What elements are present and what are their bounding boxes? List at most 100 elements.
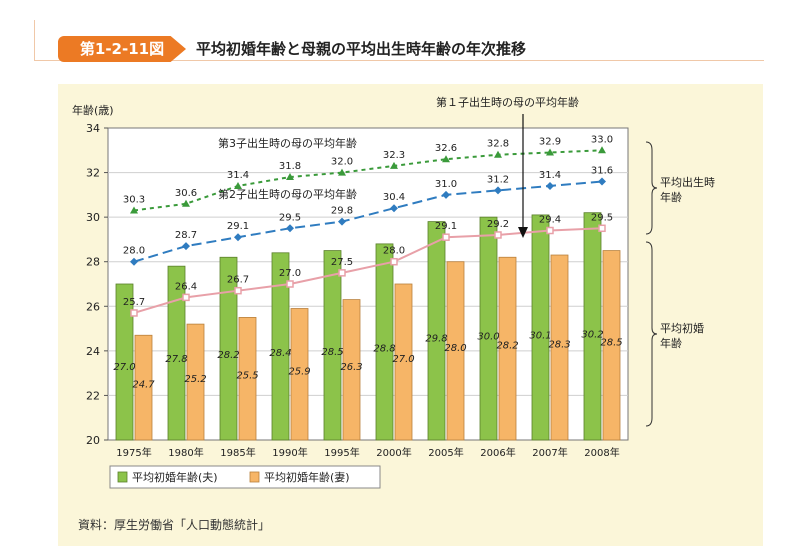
y-tick-label: 22 <box>86 389 100 402</box>
bar-husband-value: 30.1 <box>529 331 551 342</box>
line-first-child-value: 27.5 <box>331 257 353 268</box>
line-second-child-marker <box>442 190 450 199</box>
x-tick-label: 2005年 <box>428 446 463 459</box>
line-first-child-value: 27.0 <box>279 268 301 279</box>
line-first-child-marker <box>286 280 294 288</box>
line-first-child-marker <box>390 257 398 266</box>
bar-wife-value: 25.9 <box>288 366 310 377</box>
bar-wife <box>186 323 205 441</box>
first-child-arrow-head <box>518 227 528 238</box>
bracket-birth-age <box>645 141 658 235</box>
x-tick-label: 2008年 <box>584 446 619 459</box>
line-first-child-value: 29.5 <box>591 212 613 223</box>
bar-husband <box>531 214 550 441</box>
x-tick-label: 1975年 <box>116 446 151 459</box>
line-second-child-value: 28.7 <box>175 230 197 241</box>
line-first-child-value: 29.1 <box>435 221 457 232</box>
bar-husband <box>583 212 602 441</box>
line-first-child-value: 26.7 <box>227 275 249 286</box>
line-first-child-value: 29.4 <box>539 215 561 226</box>
line-second-child-value: 29.1 <box>227 221 249 232</box>
line-third-child-value: 31.4 <box>227 170 249 181</box>
bar-wife-value: 25.5 <box>236 371 258 382</box>
y-tick-label: 24 <box>86 345 100 358</box>
line-third-child <box>133 149 603 212</box>
line-third-child-marker <box>182 199 190 207</box>
line-first-child-value: 28.0 <box>383 246 405 257</box>
line-first-child-marker <box>598 224 606 233</box>
figure-number-badge: 第1-2-11図 <box>58 36 186 62</box>
line-second-child-marker <box>546 181 554 190</box>
line-third-child-value: 33.0 <box>591 134 613 145</box>
line-first-child-marker <box>442 233 450 241</box>
line-first-child-value: 29.2 <box>487 219 509 230</box>
legend-swatch-wife <box>249 471 260 483</box>
line-third-child-marker <box>338 168 346 176</box>
bar-husband <box>167 265 186 441</box>
bar-husband <box>271 252 290 441</box>
line-second-child-value: 29.5 <box>279 212 301 223</box>
line-second-child-value: 29.8 <box>331 206 353 217</box>
bar-husband-value: 28.4 <box>269 348 291 359</box>
bar-wife-value: 28.0 <box>444 343 466 354</box>
bar-husband <box>323 250 342 441</box>
bracket-birth-label-line1: 平均出生時 <box>660 175 715 189</box>
bar-husband <box>427 221 446 441</box>
bar-wife <box>498 256 517 441</box>
line-first-child-marker <box>338 269 346 277</box>
line-first-child-value: 25.7 <box>123 297 145 308</box>
bracket-marriage-age <box>645 241 658 427</box>
x-tick-label: 1980年 <box>168 446 203 459</box>
header-rule <box>34 60 764 61</box>
bar-wife <box>134 334 153 441</box>
bar-wife-value: 28.2 <box>496 341 518 352</box>
bar-husband <box>115 283 134 441</box>
line-third-child-value: 32.6 <box>435 143 457 154</box>
line-second-child-value: 31.2 <box>487 174 509 185</box>
line-third-child-value: 32.9 <box>539 137 561 148</box>
line-second-child-marker <box>390 204 398 213</box>
chart: 20 22 24 26 28 30 32 34 年齢(歳) 1975年 1980年 1985年 1990… <box>72 95 715 489</box>
line-second-child-marker <box>494 186 502 195</box>
line-second-child <box>133 180 603 263</box>
figure-title: 平均初婚年齢と母親の平均出生時年齢の年次推移 <box>196 40 527 58</box>
y-tick-label: 32 <box>86 167 100 180</box>
line-third-child-marker <box>442 155 450 163</box>
line-third-child-value: 32.0 <box>331 157 353 168</box>
line-second-child-marker <box>286 224 294 233</box>
bar-husband-value: 30.0 <box>477 332 499 343</box>
bracket-marriage-label-line2: 年齢 <box>660 336 682 350</box>
line-first-child-marker <box>182 293 190 302</box>
line-third-child-marker <box>494 150 502 158</box>
line-second-child-marker <box>598 177 606 186</box>
y-tick-label: 30 <box>86 211 100 224</box>
x-tick-label: 2000年 <box>376 446 411 459</box>
second-child-annotation: 第2子出生時の母の平均年齢 <box>218 187 357 201</box>
line-first-child-value: 26.4 <box>175 281 197 292</box>
line-first-child-marker <box>494 231 502 239</box>
bar-wife <box>394 283 413 441</box>
line-first-child-marker <box>546 226 554 235</box>
chart-panel: 20 22 24 26 28 30 32 34 年齢(歳) 1975年 1980年 1985年 1990… <box>58 84 763 546</box>
line-third-child-marker <box>234 181 242 189</box>
bar-wife-value: 28.5 <box>600 337 622 348</box>
line-first-child-marker <box>130 309 138 317</box>
line-third-child-value: 31.8 <box>279 161 301 172</box>
bar-wife-value: 24.7 <box>132 380 155 391</box>
x-tick-label: 2006年 <box>480 446 515 459</box>
bar-wife-value: 27.0 <box>392 354 414 365</box>
bar-husband-value: 28.8 <box>373 344 395 355</box>
line-second-child-value: 31.0 <box>435 179 457 190</box>
legend-box <box>109 465 381 489</box>
header-left-line <box>34 20 35 60</box>
line-second-child-marker <box>338 217 346 226</box>
x-tick-label: 1990年 <box>272 446 307 459</box>
legend-label-wife: 平均初婚年齢(妻) <box>264 470 350 484</box>
line-second-child-marker <box>234 233 242 242</box>
bar-husband <box>375 243 394 441</box>
bar-husband-value: 27.0 <box>113 362 135 373</box>
line-second-child-value: 30.4 <box>383 192 405 203</box>
y-axis-label: 年齢(歳) <box>72 103 114 117</box>
x-tick-label: 2007年 <box>532 446 567 459</box>
bar-wife <box>342 299 361 441</box>
